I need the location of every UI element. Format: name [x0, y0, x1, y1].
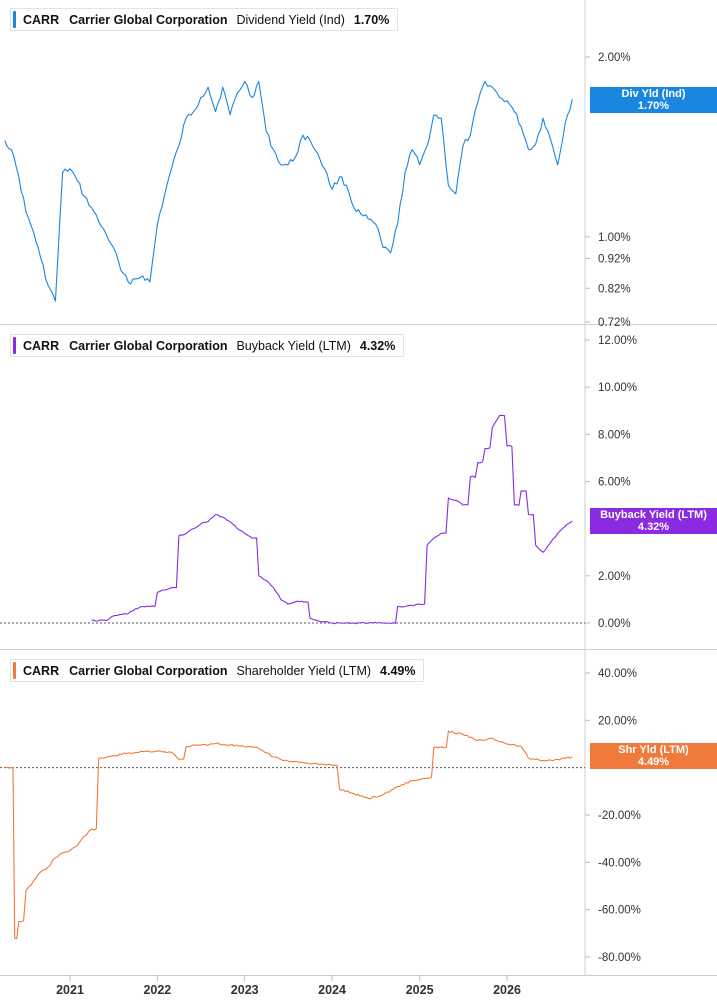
- legend-value: 1.70%: [353, 12, 390, 27]
- legend-ticker: CARR: [23, 12, 60, 27]
- y-tick-label: 12.00%: [598, 335, 637, 347]
- series-line-2: [4, 730, 573, 940]
- legend-shareholder-yield: CARR Carrier Global Corporation Sharehol…: [10, 659, 425, 682]
- legend-metric: Buyback Yield (LTM): [236, 338, 351, 353]
- y-tick-label: -40.00%: [598, 857, 641, 869]
- legend-value: 4.32%: [359, 338, 396, 353]
- legend-swatch: [13, 662, 16, 679]
- legend-metric: Dividend Yield (Ind): [236, 12, 345, 27]
- y-tick-label: 10.00%: [598, 382, 637, 394]
- x-tick-label: 2025: [406, 983, 434, 997]
- y-tick-label: -20.00%: [598, 810, 641, 822]
- last-value-tag: Buyback Yield (LTM) 4.32%: [590, 508, 717, 534]
- tag-value: 1.70%: [637, 100, 670, 112]
- series-line-1: [91, 414, 573, 625]
- y-tick-label: 0.92%: [598, 253, 631, 265]
- y-tick-label: 40.00%: [598, 668, 637, 680]
- last-value-tag: Div Yld (Ind) 1.70%: [590, 87, 717, 113]
- tag-value: 4.32%: [637, 521, 670, 533]
- legend-value: 4.49%: [380, 663, 416, 678]
- series-line-0: [4, 80, 573, 302]
- tag-label: Shr Yld (LTM): [618, 744, 689, 756]
- x-tick-label: 2023: [231, 983, 259, 997]
- tag-label: Buyback Yield (LTM): [600, 509, 707, 521]
- legend-metric: Shareholder Yield (LTM): [236, 663, 372, 678]
- x-tick-label: 2026: [493, 983, 521, 997]
- legend-swatch: [13, 337, 16, 354]
- legend-company: Carrier Global Corporation: [69, 338, 228, 353]
- y-tick-label: 0.72%: [598, 317, 631, 329]
- y-tick-label: -80.00%: [598, 952, 641, 964]
- legend-buyback-yield: CARR Carrier Global Corporation Buyback …: [10, 334, 405, 357]
- x-tick-label: 2022: [143, 983, 171, 997]
- x-tick-label: 2024: [318, 983, 346, 997]
- legend-ticker: CARR: [23, 338, 60, 353]
- y-tick-label: 2.00%: [598, 52, 631, 64]
- x-tick-label: 2021: [56, 983, 84, 997]
- y-tick-label: 0.00%: [598, 618, 631, 630]
- last-value-tag: Shr Yld (LTM) 4.49%: [590, 743, 717, 769]
- tag-value: 4.49%: [637, 756, 670, 768]
- legend-swatch: [13, 11, 16, 28]
- legend-dividend-yield: CARR Carrier Global Corporation Dividend…: [10, 8, 399, 31]
- legend-company: Carrier Global Corporation: [69, 12, 228, 27]
- y-tick-label: 8.00%: [598, 429, 631, 441]
- legend-company: Carrier Global Corporation: [69, 663, 228, 678]
- legend-ticker: CARR: [23, 663, 60, 678]
- y-tick-label: 1.00%: [598, 232, 631, 244]
- y-tick-label: 2.00%: [598, 571, 631, 583]
- y-tick-label: 0.82%: [598, 283, 631, 295]
- tag-label: Div Yld (Ind): [621, 88, 686, 100]
- y-tick-label: 6.00%: [598, 477, 631, 489]
- y-tick-label: -60.00%: [598, 905, 641, 917]
- y-tick-label: 20.00%: [598, 715, 637, 727]
